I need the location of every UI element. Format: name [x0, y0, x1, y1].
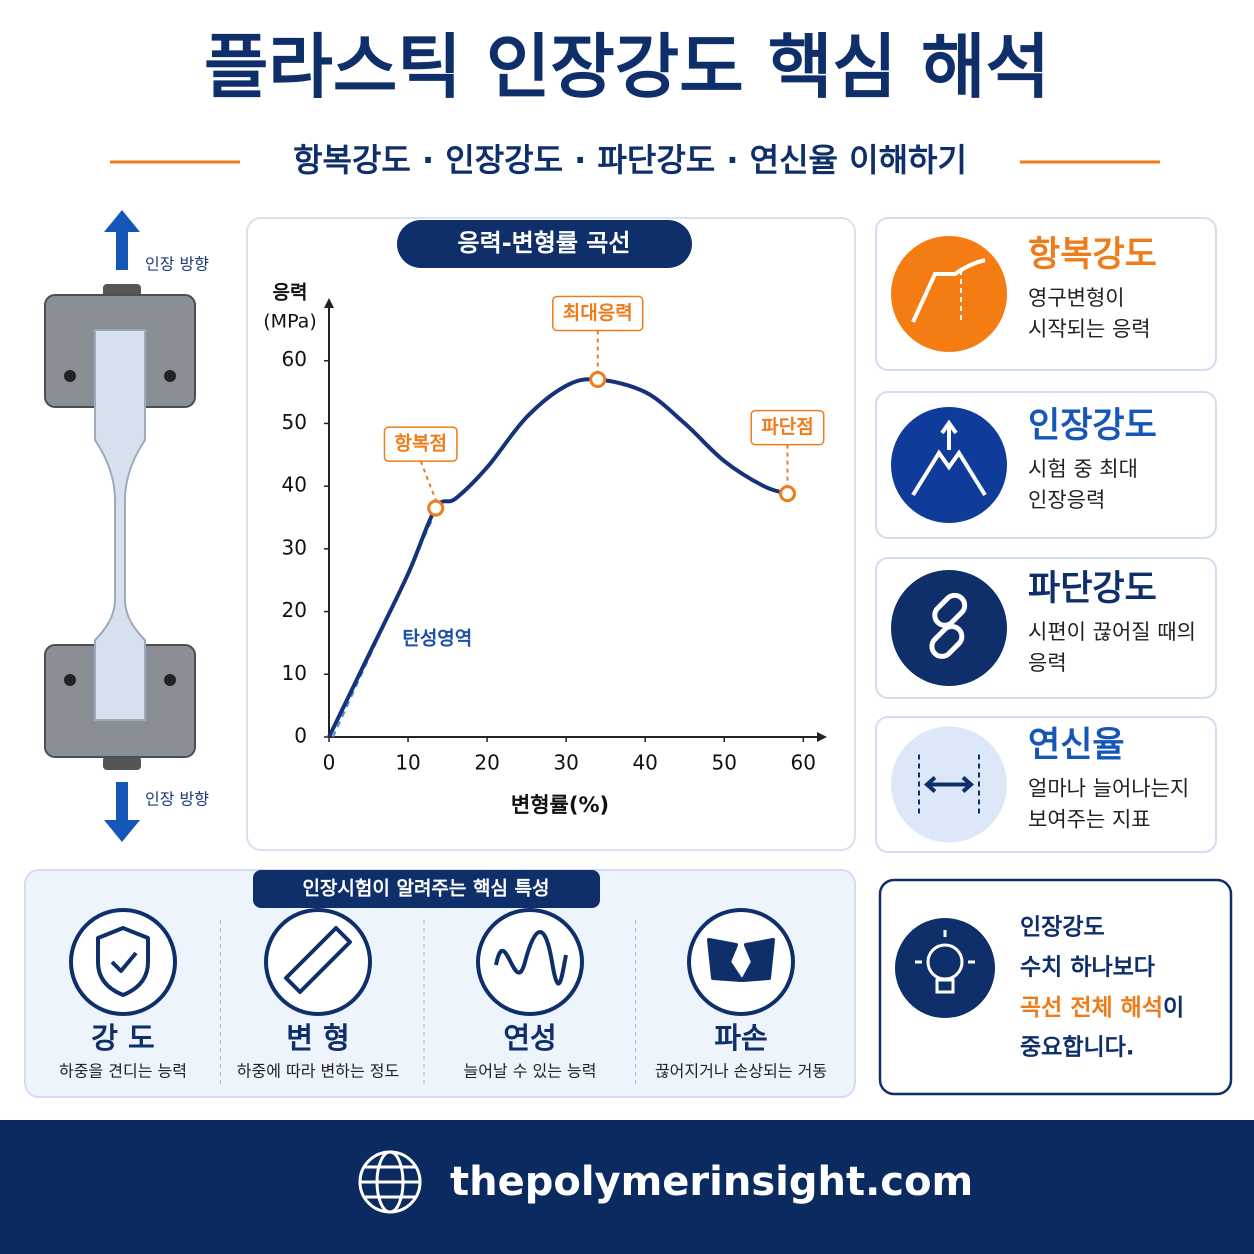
property-glyph	[494, 930, 568, 986]
note-text: 인장강도	[1020, 915, 1105, 941]
x-tick-label: 40	[632, 751, 657, 775]
property-desc: 늘어날 수 있는 능력	[463, 1062, 596, 1081]
globe-icon	[358, 1150, 422, 1214]
direction-label: 인장 방향	[145, 255, 209, 274]
card-desc: 보여주는 지표	[1028, 808, 1151, 832]
card-desc: 시작되는 응력	[1028, 317, 1151, 341]
title: 플라스틱 인장강도 핵심 해석	[204, 26, 1050, 108]
card-icon	[911, 258, 986, 323]
bulb-icon	[895, 918, 995, 1018]
footer-url[interactable]: thepolymerinsight.com	[450, 1159, 973, 1205]
property-icon	[69, 908, 177, 1016]
card-desc: 응력	[1028, 651, 1067, 675]
card-icon	[929, 623, 965, 659]
y-tick-label: 10	[282, 661, 307, 685]
annotation-label: 항복점	[394, 433, 446, 455]
property-label: 강 도	[91, 1021, 154, 1055]
note-highlight: 곡선 전체 해석	[1020, 995, 1163, 1021]
card-icon	[918, 754, 980, 817]
annotation-box	[552, 295, 644, 332]
property-label: 파손	[714, 1021, 767, 1055]
annotation-box	[383, 426, 458, 462]
property-label: 연성	[503, 1021, 556, 1055]
curve	[327, 377, 789, 738]
annotation-label: 최대응력	[563, 302, 633, 324]
card-title: 연신율	[1028, 726, 1125, 766]
note-text: 수치 하나보다	[1020, 955, 1155, 981]
x-tick-label: 30	[553, 751, 578, 775]
card-desc: 시험 중 최대	[1028, 457, 1138, 481]
note-text: 곡선 전체 해석이	[1020, 995, 1184, 1021]
annotation-point	[589, 371, 607, 389]
property-desc: 하중에 따라 변하는 정도	[237, 1062, 399, 1081]
x-axis-arrow	[817, 732, 827, 742]
footer	[0, 1120, 1254, 1254]
direction-label: 인장 방향	[145, 790, 209, 809]
x-tick-label: 60	[791, 751, 816, 775]
annotation-label: 파단점	[761, 416, 813, 438]
card-title: 파단강도	[1028, 569, 1157, 609]
properties-title: 인장시험이 알려주는 핵심 특성	[302, 878, 549, 900]
card-icon	[932, 592, 968, 628]
property-icon	[476, 908, 584, 1016]
annotation-box	[750, 409, 825, 446]
specimen	[44, 210, 196, 842]
card-icon	[923, 775, 975, 794]
card-desc: 얼마나 늘어나는지	[1028, 777, 1189, 801]
y-tick-label: 40	[282, 473, 307, 497]
x-tick-label: 20	[474, 751, 499, 775]
x-tick-label: 10	[395, 751, 420, 775]
card-desc: 영구변형이	[1028, 286, 1125, 310]
y-tick-label: 60	[282, 347, 307, 371]
card-desc: 인장응력	[1028, 488, 1105, 512]
elastic-label: 탄성영역	[402, 627, 472, 649]
note-text: 중요합니다.	[1020, 1035, 1135, 1061]
note-text-rest: 이	[1163, 995, 1184, 1021]
annotation-point	[427, 499, 445, 517]
card-icon	[891, 236, 1007, 352]
y-tick-label: 20	[282, 598, 307, 622]
subtitle: 항복강도 · 인장강도 · 파단강도 · 연신율 이해하기	[293, 141, 967, 179]
card-title: 인장강도	[1028, 406, 1157, 446]
y-axis-unit: (MPa)	[263, 311, 316, 333]
property-label: 변 형	[286, 1021, 349, 1055]
y-axis-arrow	[324, 298, 334, 308]
y-tick-label: 0	[294, 724, 307, 748]
property-desc: 끊어지거나 손상되는 거동	[655, 1062, 827, 1081]
annotation-connector	[419, 460, 437, 501]
y-tick-label: 30	[282, 535, 307, 559]
x-axis-label: 변형률(%)	[511, 793, 609, 817]
y-tick-label: 50	[282, 410, 307, 434]
property-desc: 하중을 견디는 능력	[59, 1062, 187, 1081]
chart-title-pill	[397, 220, 692, 268]
properties-pill	[253, 870, 600, 908]
property-icon	[264, 908, 372, 1016]
x-tick-label: 50	[712, 751, 737, 775]
annotation-point	[778, 485, 796, 503]
card-icon	[911, 419, 987, 497]
x-tick-label: 0	[323, 751, 336, 775]
property-glyph	[707, 938, 775, 982]
chart-panel	[246, 217, 856, 851]
property-glyph	[284, 926, 352, 994]
card-title: 항복강도	[1028, 235, 1157, 275]
property-icon	[687, 908, 795, 1016]
chart-title: 응력-변형률 곡선	[458, 229, 631, 257]
y-axis-label: 응력	[273, 282, 308, 304]
property-glyph	[96, 926, 150, 997]
card-desc: 시편이 끊어질 때의	[1028, 620, 1196, 644]
